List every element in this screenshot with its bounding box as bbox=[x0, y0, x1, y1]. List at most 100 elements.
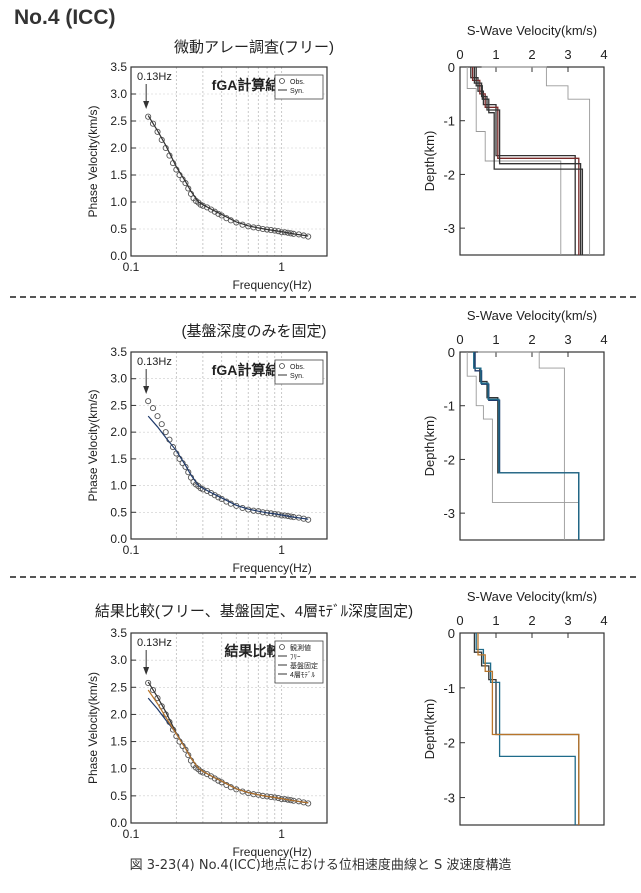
x-tick-label: 1 bbox=[278, 827, 285, 841]
y-tick-label: -2 bbox=[443, 167, 455, 182]
x-tick-label: 3 bbox=[564, 613, 571, 628]
x-tick-label: 1 bbox=[492, 613, 499, 628]
synthetic-curve bbox=[147, 115, 309, 237]
obs-point bbox=[149, 405, 157, 412]
plot-frame bbox=[130, 66, 328, 257]
plot-frame bbox=[130, 632, 328, 824]
y-tick-label: -2 bbox=[443, 736, 455, 751]
x-tick-label: 4 bbox=[600, 332, 607, 347]
vs-profile-chart-2: S-Wave Velocity(km/s) 0 1 2 3 4 0 -1 -2 -3 Depth(k… bbox=[422, 308, 608, 541]
phase-velocity-chart-3: 0.0 0.5 1.0 1.5 2.0 2.5 3.0 3.5 0.1 1 Frequency(Hz… bbox=[86, 602, 413, 859]
y-axis-label: Phase Velocity(km/s) bbox=[86, 389, 100, 501]
y-tick-label: -1 bbox=[443, 114, 455, 129]
y-tick-label: 1.5 bbox=[110, 452, 127, 466]
vs-model-line bbox=[477, 633, 580, 825]
y-tick-label: 1.5 bbox=[110, 168, 127, 182]
legend-label: 4層ﾓﾃﾞﾙ bbox=[290, 671, 315, 679]
y-axis-label: Phase Velocity(km/s) bbox=[86, 672, 100, 784]
y-axis-label: Depth(km) bbox=[422, 416, 437, 477]
y-tick-label: 0 bbox=[448, 60, 455, 75]
y-tick-label: 2.5 bbox=[110, 114, 127, 128]
y-tick-label: 1.0 bbox=[110, 195, 127, 209]
search-range-line bbox=[478, 351, 565, 540]
legend-label: Syn. bbox=[290, 373, 304, 380]
vs-model-line bbox=[473, 67, 582, 255]
y-tick-label: -3 bbox=[443, 791, 455, 806]
x-tick-label: 3 bbox=[564, 332, 571, 347]
x-axis-label: Frequency(Hz) bbox=[232, 561, 311, 575]
y-tick-label: 2.0 bbox=[110, 141, 127, 155]
legend-label: 基盤固定 bbox=[290, 661, 318, 670]
x-tick-label: 4 bbox=[600, 47, 607, 62]
x-tick-label: 1 bbox=[278, 260, 285, 274]
figure-caption: 図 3-23(4) No.4(ICC)地点における位相速度曲線と S 波速度構造 bbox=[129, 858, 512, 873]
y-tick-label: 0.0 bbox=[110, 249, 127, 263]
section-divider-1 bbox=[10, 296, 636, 298]
legend-marker bbox=[279, 644, 285, 650]
y-tick-label: -2 bbox=[443, 452, 455, 467]
y-tick-label: 3.0 bbox=[110, 87, 127, 101]
x-axis-label: S-Wave Velocity(km/s) bbox=[467, 308, 597, 323]
legend-label: Obs. bbox=[290, 364, 305, 371]
panel-title: 結果比較(フリー、基盤固定、4層ﾓﾃﾞﾙ深度固定) bbox=[95, 602, 413, 620]
x-axis-label: Frequency(Hz) bbox=[232, 845, 311, 859]
obs-point bbox=[149, 686, 157, 694]
x-tick-label: 4 bbox=[600, 613, 607, 628]
y-axis-label: Phase Velocity(km/s) bbox=[86, 105, 100, 217]
x-tick-label: 0.1 bbox=[123, 260, 140, 274]
legend-label: Syn. bbox=[290, 88, 304, 95]
obs-point bbox=[145, 113, 152, 120]
legend-box bbox=[274, 640, 324, 684]
y-axis-label: Depth(km) bbox=[422, 131, 437, 192]
y-tick-label: 0.5 bbox=[110, 222, 127, 236]
y-tick-label: -1 bbox=[443, 399, 455, 414]
x-tick-label: 3 bbox=[564, 47, 571, 62]
panel-subtitle: fGA計算結果 bbox=[212, 77, 295, 93]
vs-model-line bbox=[475, 67, 584, 255]
x-tick-label: 0.1 bbox=[123, 827, 140, 841]
x-tick-label: 2 bbox=[528, 47, 535, 62]
marker-label: 0.13Hz bbox=[137, 356, 172, 368]
y-tick-label: 2.5 bbox=[110, 398, 127, 412]
obs-point bbox=[145, 679, 152, 686]
legend-marker bbox=[279, 78, 285, 84]
panel-title: (基盤深度のみを固定) bbox=[182, 323, 327, 340]
obs-point bbox=[149, 120, 157, 127]
x-axis-label: S-Wave Velocity(km/s) bbox=[467, 23, 597, 38]
obs-point bbox=[154, 413, 161, 420]
synthetic-curve bbox=[147, 415, 309, 520]
y-tick-label: 1.5 bbox=[110, 735, 127, 749]
vs-model-line bbox=[473, 352, 580, 540]
y-tick-label: 0.0 bbox=[110, 532, 127, 546]
y-tick-label: 3.0 bbox=[110, 653, 127, 667]
obs-point bbox=[305, 233, 312, 240]
y-tick-label: 3.5 bbox=[110, 60, 127, 74]
plot-frame bbox=[130, 351, 328, 540]
y-tick-label: -3 bbox=[443, 506, 455, 521]
panel-title: 微動アレー調査(フリー) bbox=[174, 39, 334, 56]
y-tick-label: 2.0 bbox=[110, 707, 127, 721]
marker-arrowhead bbox=[143, 386, 150, 394]
phase-velocity-chart-1: 0.0 0.5 1.0 1.5 2.0 2.5 3.0 3.5 0.1 1 Frequency(Hz… bbox=[86, 39, 334, 292]
search-range-line bbox=[466, 352, 580, 540]
x-tick-label: 1 bbox=[278, 543, 285, 557]
marker-label: 0.13Hz bbox=[137, 637, 172, 649]
x-axis-label: S-Wave Velocity(km/s) bbox=[467, 589, 597, 604]
y-tick-label: 1.0 bbox=[110, 479, 127, 493]
obs-point bbox=[162, 429, 169, 436]
x-tick-label: 2 bbox=[528, 332, 535, 347]
obs-point bbox=[305, 516, 312, 523]
y-tick-label: 1.0 bbox=[110, 762, 127, 776]
station-label: No.4 (ICC) bbox=[14, 6, 116, 29]
legend-label: ﾌﾘｰ bbox=[290, 654, 301, 661]
legend-label: 観測値 bbox=[290, 643, 311, 652]
vs-profile-chart-1: S-Wave Velocity(km/s) 0 1 2 3 4 0 -1 -2 -3 Depth(k… bbox=[422, 23, 608, 256]
panel-subtitle: fGA計算結果 bbox=[212, 362, 295, 378]
x-tick-label: 1 bbox=[492, 47, 499, 62]
y-tick-label: -3 bbox=[443, 221, 455, 236]
marker-arrowhead bbox=[143, 101, 150, 109]
search-range-line bbox=[466, 67, 562, 255]
y-tick-label: 3.0 bbox=[110, 372, 127, 386]
